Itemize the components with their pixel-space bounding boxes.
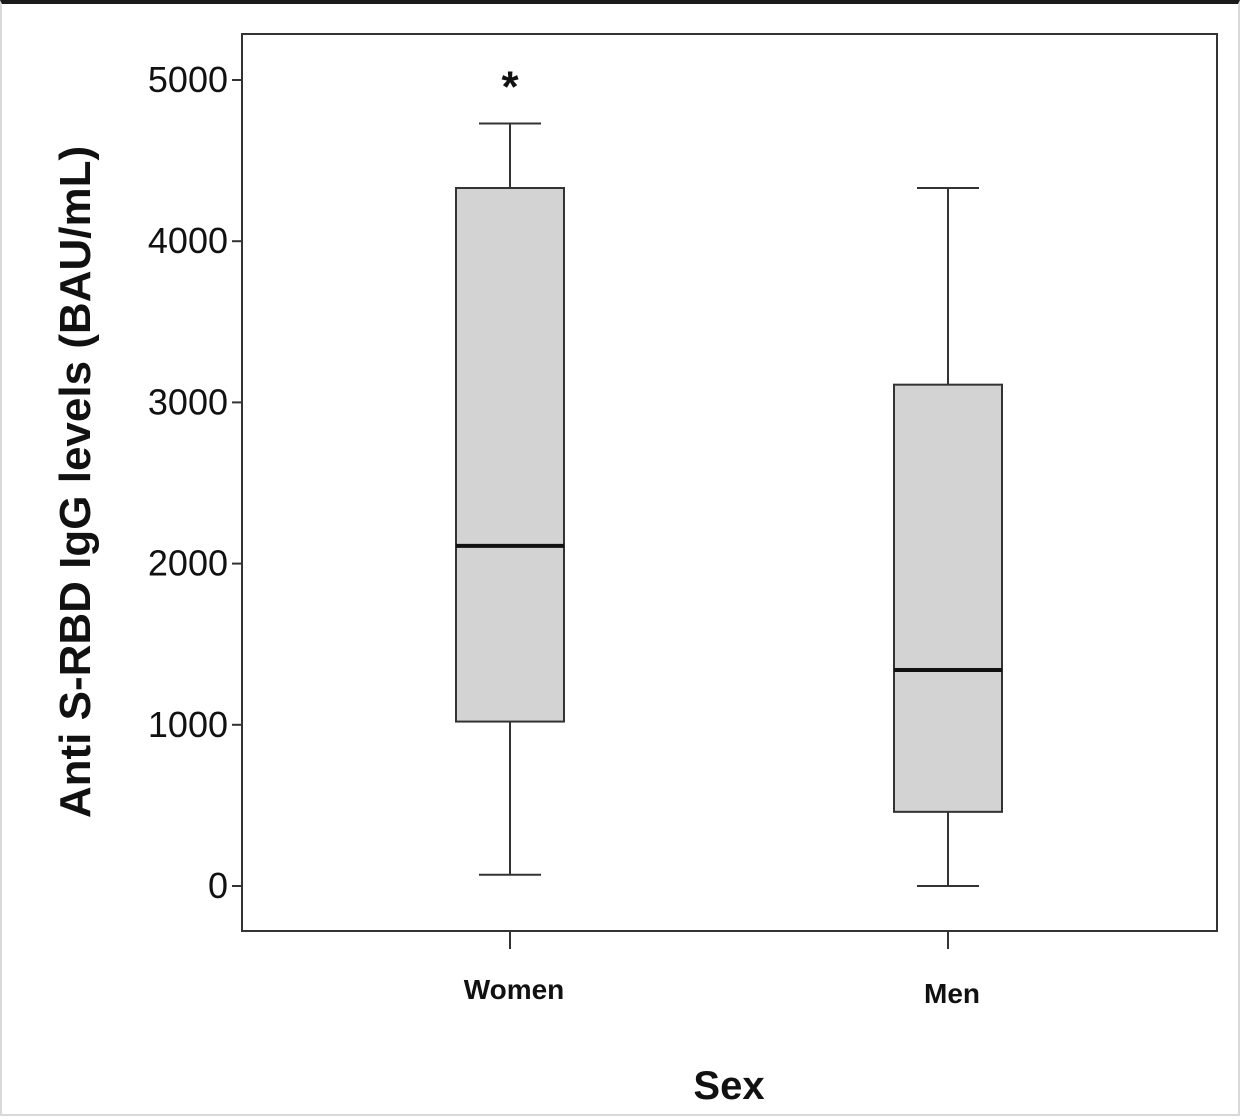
x-axis-label: Sex bbox=[693, 1064, 764, 1108]
boxplot-chart: 0 1000 2000 3000 4000 5000 * Women Men Anti S-… bbox=[51, 33, 1218, 1108]
interquartile-box bbox=[455, 187, 565, 723]
box-men bbox=[893, 187, 1003, 887]
y-axis: 0 1000 2000 3000 4000 5000 bbox=[148, 59, 242, 906]
y-tick-label: 2000 bbox=[148, 543, 228, 584]
y-tick-label: 1000 bbox=[148, 704, 228, 745]
x-axis: Women Men bbox=[464, 931, 980, 1009]
x-tick-label: Women bbox=[464, 974, 565, 1005]
significance-marker: * bbox=[501, 63, 519, 112]
plot-area bbox=[241, 33, 1218, 932]
y-tick-label: 4000 bbox=[148, 220, 228, 261]
boxes: * bbox=[455, 63, 1003, 887]
interquartile-box bbox=[893, 383, 1003, 813]
y-tick-label: 0 bbox=[208, 865, 228, 906]
box-women: * bbox=[455, 63, 565, 876]
y-tick-label: 3000 bbox=[148, 381, 228, 422]
y-tick-label: 5000 bbox=[148, 59, 228, 100]
y-axis-label: Anti S-RBD IgG levels (BAU/mL) bbox=[51, 146, 100, 818]
x-tick-label: Men bbox=[924, 978, 980, 1009]
